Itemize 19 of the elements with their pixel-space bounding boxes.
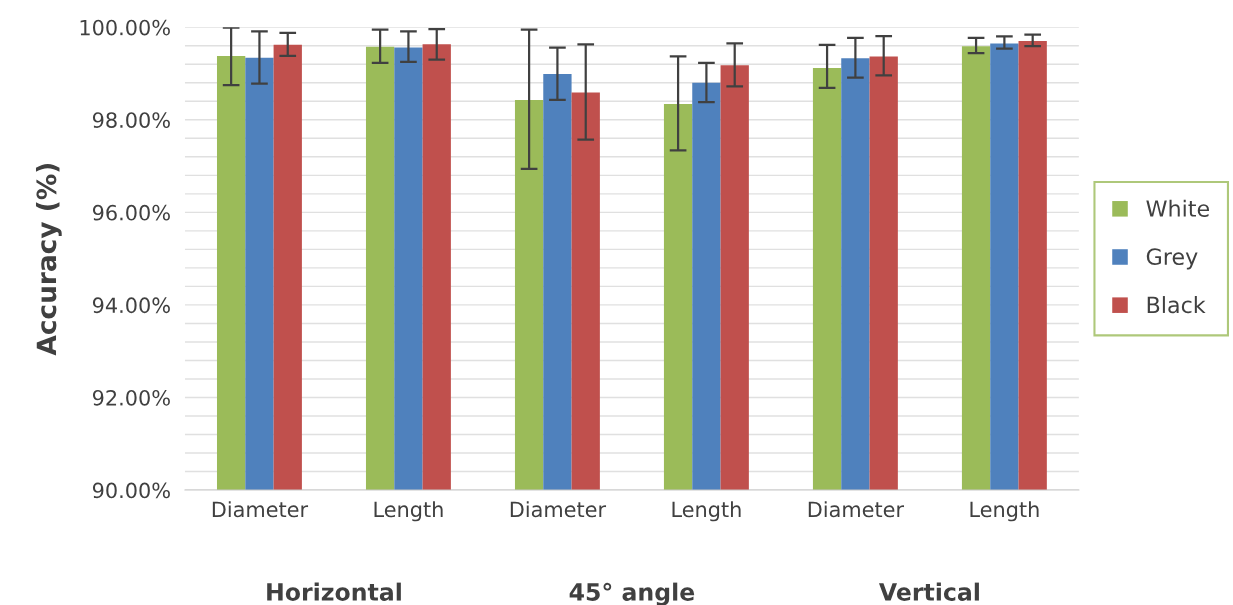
x-tick-label: Length [970, 501, 1039, 522]
text: 45° angle [569, 582, 695, 605]
x-tick-label: Diameter [212, 501, 309, 518]
y-axis-title: Accuracy (%) [35, 163, 62, 356]
y-tick-label: 100.00% [80, 19, 170, 36]
legend-label: Grey [1146, 248, 1198, 270]
legend-label: Black [1147, 296, 1206, 314]
y-tick-label: 90.00% [92, 482, 170, 499]
y-tick-label: 98.00% [92, 112, 170, 128]
legend-label: White [1146, 199, 1209, 217]
x-tick-label: Length [374, 501, 443, 522]
x-tick-label: Diameter [510, 501, 607, 518]
x-tick-label: Diameter [808, 501, 905, 518]
text: Horizontal [267, 582, 401, 601]
y-tick-label: 96.00% [92, 204, 170, 221]
x-tick-label: Length [672, 501, 741, 522]
y-tick-label: 94.00% [92, 297, 170, 314]
y-tick-label: 92.00% [92, 389, 170, 406]
text: Vertical [878, 582, 979, 601]
